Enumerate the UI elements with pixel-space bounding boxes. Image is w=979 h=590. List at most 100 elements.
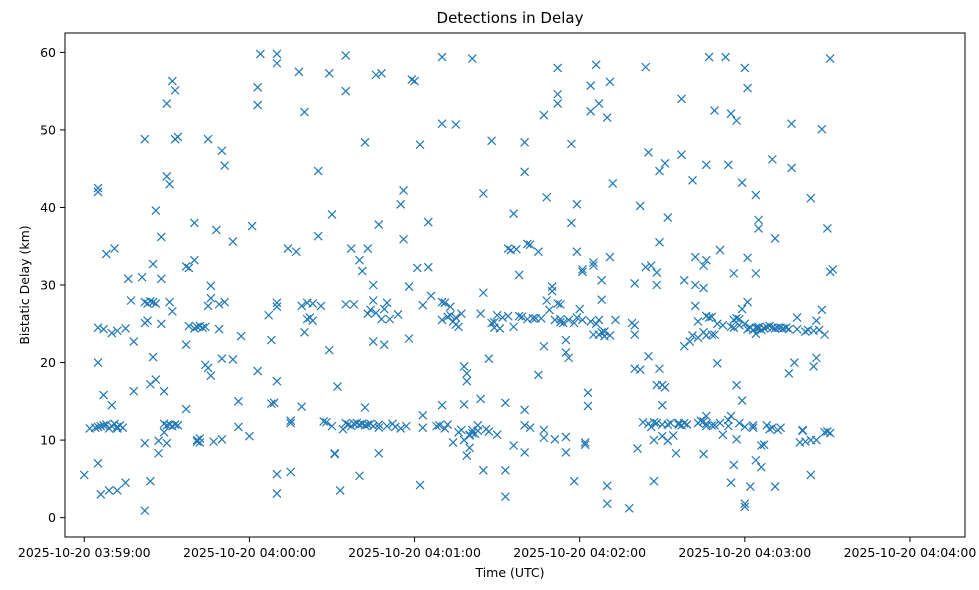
data-point [542, 192, 552, 202]
data-point [432, 421, 441, 431]
data-point [145, 296, 155, 306]
data-point [580, 437, 590, 447]
data-point [564, 315, 574, 325]
data-point [685, 337, 695, 347]
data-point [605, 252, 615, 262]
data-point [679, 275, 689, 285]
data-point [677, 150, 686, 160]
data-point [214, 299, 224, 309]
data-point [767, 423, 777, 433]
data-point [437, 400, 447, 410]
data-point [825, 54, 835, 64]
data-point [407, 75, 417, 84]
data-point [734, 314, 744, 324]
data-point [737, 178, 747, 188]
data-point [553, 89, 563, 99]
data-point [476, 394, 486, 404]
data-point [324, 68, 334, 78]
data-point [484, 427, 494, 436]
x-axis: 2025-10-20 03:59:00 2025-10-20 04:00:00 20… [18, 537, 976, 560]
data-point [423, 217, 433, 227]
data-point [272, 58, 282, 68]
data-point [671, 448, 681, 458]
data-point [377, 314, 386, 324]
data-point [104, 486, 114, 495]
data-point [566, 139, 576, 149]
data-point [726, 109, 736, 119]
data-point [473, 420, 483, 430]
data-point [355, 255, 364, 265]
data-point [547, 282, 557, 291]
data-point [520, 448, 530, 457]
data-point [630, 320, 640, 330]
data-point [776, 423, 786, 433]
data-point [300, 327, 309, 337]
data-point [754, 223, 764, 233]
data-point [374, 420, 384, 429]
data-point [272, 489, 282, 499]
data-point [255, 49, 265, 59]
data-point [737, 396, 747, 405]
data-point [396, 424, 406, 433]
data-point [379, 304, 389, 314]
data-point [520, 137, 530, 147]
data-point [751, 455, 761, 465]
data-point [798, 426, 808, 436]
data-point [503, 311, 513, 321]
data-point [528, 313, 538, 323]
data-point [324, 345, 334, 355]
data-point [693, 317, 703, 326]
data-point [368, 337, 378, 347]
data-point [374, 448, 384, 458]
data-point [740, 319, 750, 329]
data-point [539, 110, 549, 120]
data-point [121, 478, 130, 488]
data-point [322, 417, 331, 427]
data-point [743, 297, 752, 307]
data-point [726, 322, 736, 332]
data-point [707, 420, 717, 430]
data-point [509, 441, 519, 450]
data-point [368, 296, 378, 305]
data-point [564, 353, 574, 363]
data-point [165, 179, 175, 189]
data-point [756, 325, 766, 335]
data-point [154, 448, 164, 458]
data-point [732, 116, 741, 126]
data-point [294, 67, 304, 77]
data-point [156, 319, 166, 329]
data-point [525, 423, 535, 433]
data-point [96, 489, 106, 499]
data-point [443, 420, 452, 429]
data-point [368, 280, 378, 290]
data-point [272, 302, 282, 312]
data-point [79, 470, 89, 480]
data-point [644, 351, 653, 361]
data-point [566, 218, 576, 228]
data-point [765, 321, 775, 331]
data-point [159, 427, 169, 437]
data-point [211, 225, 221, 235]
data-point [162, 99, 172, 108]
data-point [743, 253, 752, 263]
data-point [456, 309, 466, 319]
data-point [734, 320, 744, 330]
data-point [209, 437, 219, 447]
data-point [806, 470, 816, 480]
data-point [740, 422, 750, 432]
data-point [291, 247, 301, 257]
data-point [701, 255, 711, 265]
data-point [756, 441, 766, 450]
data-point [509, 322, 519, 332]
data-point [718, 320, 728, 330]
data-point [630, 330, 640, 340]
data-point [630, 279, 640, 288]
data-point [366, 305, 375, 315]
data-point [787, 119, 797, 129]
data-point [817, 124, 827, 134]
data-point [341, 418, 351, 428]
data-point [765, 424, 775, 434]
data-point [195, 437, 205, 447]
data-point [360, 420, 370, 430]
data-point [195, 434, 205, 443]
